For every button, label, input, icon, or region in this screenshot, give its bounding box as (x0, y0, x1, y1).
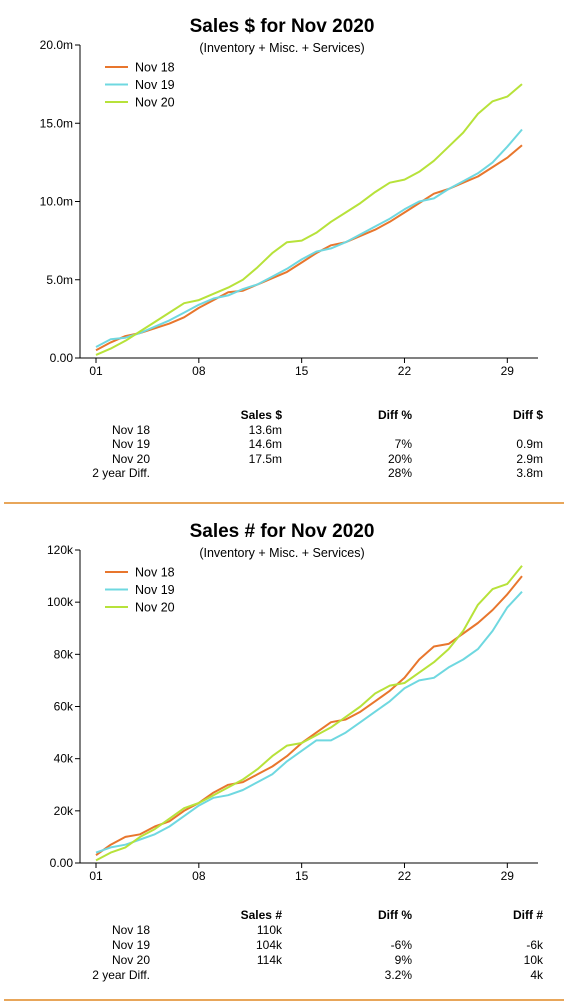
y-tick-label: 5.0m (46, 273, 73, 287)
series-line-nov-18 (95, 575, 523, 857)
y-tick-label: 120k (47, 543, 74, 557)
section-divider (4, 999, 564, 1001)
x-tick-label: 22 (398, 364, 412, 378)
summary-row-diff-abs: 0.9m (516, 437, 543, 451)
x-tick-label: 08 (192, 364, 206, 378)
legend-label: Nov 20 (135, 96, 175, 110)
series-line-nov-19 (95, 128, 523, 348)
summary-row-sales: 17.5m (248, 452, 282, 466)
x-tick-label: 15 (295, 869, 309, 883)
summary-row-sales: 110k (256, 923, 282, 937)
sales-dollar-chart: 0.00 5.0m 10.0m 15.0m 20.0m 01 08 15 22 29 Nov 18 N… (40, 38, 538, 378)
x-tick-label: 08 (192, 869, 206, 883)
legend-label: Nov 18 (135, 61, 175, 75)
summary-header-diff-abs: Diff $ (513, 408, 543, 422)
y-tick-label: 40k (54, 752, 74, 766)
summary-row-sales: 114k (256, 953, 282, 967)
sales-count-panel: Sales # for Nov 2020 (Inventory + Misc. … (0, 505, 574, 1002)
summary-header-diff-pct: Diff % (378, 408, 412, 422)
y-tick-label: 60k (54, 700, 74, 714)
legend-label: Nov 18 (135, 566, 175, 580)
summary-row-diff-abs: 10k (523, 953, 543, 967)
summary-row-diff-abs: 4k (530, 968, 543, 982)
sales-dollar-panel: Sales $ for Nov 2020 (Inventory + Misc. … (0, 0, 574, 500)
y-tick-label: 80k (54, 647, 74, 661)
summary-row-label: Nov 19 (111, 938, 150, 952)
summary-header-row: Sales $ Diff % Diff $ (0, 408, 574, 423)
y-tick-label: 0.00 (50, 351, 74, 365)
x-tick-label: 01 (89, 364, 103, 378)
x-tick-label: 29 (501, 364, 515, 378)
summary-header-diff-abs: Diff # (513, 908, 543, 922)
y-tick-label: 20.0m (40, 38, 73, 52)
sales-count-chart: 0.00 20k 40k 60k 80k 100k 120k 01 08 15 22 29 Nov 18… (47, 543, 538, 883)
summary-row: Nov 18 13.6m (0, 423, 574, 438)
summary-header-sales: Sales # (240, 908, 282, 922)
y-tick-label: 0.00 (50, 856, 74, 870)
summary-header-row: Sales # Diff % Diff # (0, 908, 574, 923)
legend-label: Nov 19 (135, 583, 175, 597)
series-line-nov-20 (95, 565, 523, 862)
y-tick-label: 10.0m (40, 195, 73, 209)
summary-row-label: Nov 18 (111, 923, 150, 937)
summary-row-sales: 13.6m (248, 423, 282, 437)
summary-row-diff-abs: 3.8m (516, 466, 543, 480)
series-line-nov-19 (95, 591, 523, 854)
summary-row-sales: 14.6m (248, 437, 282, 451)
summary-row-label: Nov 19 (111, 437, 150, 451)
section-divider (4, 502, 564, 504)
x-tick-label: 15 (295, 364, 309, 378)
summary-row-sales: 104k (255, 938, 282, 952)
legend-label: Nov 20 (135, 601, 175, 615)
summary-row-label: Nov 20 (111, 452, 150, 466)
chart-subtitle: (Inventory + Misc. + Services) (199, 546, 365, 560)
summary-row-diff-pct: 9% (394, 953, 412, 967)
series-line-nov-20 (95, 83, 523, 356)
chart-title: Sales # for Nov 2020 (189, 521, 375, 542)
summary-row: 2 year Diff. 3.2% 4k (0, 968, 574, 983)
y-tick-label: 15.0m (40, 116, 73, 130)
summary-row-diff-pct: 28% (387, 466, 412, 480)
summary-row-diff-abs: -6k (526, 938, 543, 952)
x-tick-label: 01 (89, 869, 103, 883)
summary-row: Nov 19 14.6m 7% 0.9m (0, 437, 574, 452)
summary-header-sales: Sales $ (240, 408, 282, 422)
summary-row-label: 2 year Diff. (92, 968, 150, 982)
summary-row-label: Nov 20 (111, 953, 150, 967)
summary-header-diff-pct: Diff % (378, 908, 412, 922)
summary-row: Nov 18 110k (0, 923, 574, 938)
summary-row-diff-pct: 7% (394, 437, 412, 451)
summary-row: Nov 19 104k -6% -6k (0, 938, 574, 953)
summary-row-label: 2 year Diff. (92, 466, 150, 480)
x-tick-label: 29 (501, 869, 515, 883)
x-tick-label: 22 (398, 869, 412, 883)
summary-row-diff-pct: -6% (390, 938, 412, 952)
chart-subtitle: (Inventory + Misc. + Services) (199, 41, 365, 55)
summary-row: 2 year Diff. 28% 3.8m (0, 466, 574, 481)
y-tick-label: 100k (47, 595, 74, 609)
summary-row-diff-pct: 20% (387, 452, 412, 466)
summary-row: Nov 20 17.5m 20% 2.9m (0, 452, 574, 467)
summary-row: Nov 20 114k 9% 10k (0, 953, 574, 968)
chart-title: Sales $ for Nov 2020 (189, 16, 375, 37)
summary-row-diff-pct: 3.2% (384, 968, 412, 982)
summary-row-label: Nov 18 (111, 423, 150, 437)
legend-label: Nov 19 (135, 78, 175, 92)
y-tick-label: 20k (54, 804, 74, 818)
summary-row-diff-abs: 2.9m (516, 452, 543, 466)
